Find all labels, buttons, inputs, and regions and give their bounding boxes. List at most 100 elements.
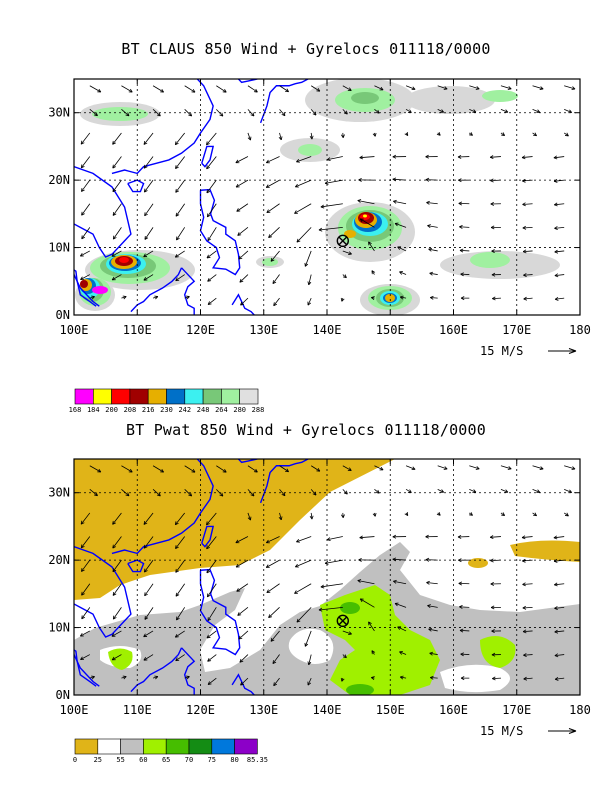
- wind-vector: [143, 536, 154, 549]
- wind-vector: [374, 465, 384, 471]
- coastline-segment: [74, 165, 132, 258]
- y-tick-label: 20N: [48, 173, 70, 187]
- panel-2-title: BT Pwat 850 Wind + Gyrelocs 011118/0000: [126, 421, 486, 439]
- wind-vector: [143, 156, 154, 169]
- wind-vector: [273, 677, 280, 687]
- wind-vector: [279, 85, 289, 93]
- wind-vector: [554, 226, 565, 230]
- wind-vector: [397, 626, 407, 632]
- wind-vector: [304, 630, 312, 647]
- wind-vector: [310, 85, 321, 92]
- wind-vector: [427, 604, 438, 609]
- colorbar-label: 80: [230, 756, 238, 764]
- x-tick-label: 110E: [123, 703, 152, 717]
- wind-vector: [523, 653, 533, 657]
- wind-vector: [207, 654, 217, 662]
- wind-vector: [152, 109, 161, 117]
- wind-vector: [500, 132, 506, 136]
- wind-vector: [307, 297, 312, 306]
- pwat-darkgreen-spot: [340, 602, 360, 614]
- coastline-segment: [259, 459, 309, 504]
- wind-vector: [523, 273, 533, 277]
- wind-vector: [175, 536, 186, 549]
- wind-vector: [564, 465, 576, 471]
- colorbar-swatch: [234, 738, 258, 755]
- pwat-gap-region: [288, 628, 334, 664]
- y-tick-label: 0N: [56, 308, 70, 322]
- wind-vector: [522, 582, 533, 587]
- wind-vector: [490, 178, 501, 183]
- wind-vector: [174, 630, 185, 638]
- wind-vector: [324, 559, 343, 565]
- wind-vector: [564, 488, 573, 494]
- gyre-location-marker: [336, 614, 350, 628]
- wind-vector: [239, 654, 249, 663]
- wind-vector: [459, 605, 470, 609]
- wind-vector: [429, 651, 438, 656]
- colorbar-label: 184: [87, 406, 100, 414]
- colorbar-swatch: [93, 388, 112, 405]
- wind-vector: [265, 559, 280, 568]
- wind-vector: [469, 85, 480, 90]
- wind-vector: [460, 272, 470, 277]
- wind-vector: [393, 199, 407, 205]
- wind-vector: [392, 534, 407, 539]
- wind-vector: [273, 297, 280, 307]
- wind-vector: [81, 179, 91, 192]
- wind-vector: [81, 203, 91, 216]
- wind-vector: [266, 583, 280, 594]
- wind-vector: [404, 512, 409, 516]
- wind-vector: [294, 583, 312, 594]
- colorbar-label: 168: [69, 406, 82, 414]
- pwat-green-region-2: [480, 636, 516, 668]
- wind-vector: [112, 512, 122, 525]
- colorbar-swatch: [202, 388, 222, 405]
- wind-vector: [492, 296, 501, 301]
- wind-vector: [81, 227, 91, 240]
- wind-vector: [278, 512, 283, 521]
- wind-vector: [341, 132, 345, 138]
- wind-vector: [310, 489, 317, 496]
- wind-vector: [143, 274, 154, 281]
- pwat-gap-region-2: [440, 664, 510, 693]
- wind-vector: [112, 607, 122, 620]
- wind-vector: [310, 465, 321, 472]
- wind-vector: [80, 536, 91, 549]
- wind-vector: [374, 489, 380, 494]
- colorbar-swatch: [166, 388, 186, 405]
- wind-vector: [240, 297, 249, 306]
- wind-vector: [247, 465, 258, 473]
- wind-vector: [405, 488, 412, 493]
- coastline-segment: [127, 179, 145, 193]
- pwat-darkgreen-spot-2: [346, 684, 374, 695]
- vector-ref-arrow: [548, 728, 577, 734]
- wind-vector: [342, 274, 347, 279]
- colorbar-label: 230: [160, 406, 173, 414]
- wind-vector: [144, 583, 154, 597]
- colorbar-label: 0: [73, 756, 77, 764]
- wind-vector: [437, 465, 448, 470]
- wind-vector: [309, 512, 314, 520]
- wind-vector: [184, 465, 196, 473]
- wind-vector: [272, 274, 280, 285]
- wind-vector: [278, 132, 283, 141]
- wind-vector: [238, 630, 249, 640]
- colorbar-label: 70: [185, 756, 193, 764]
- x-tick-label: 130E: [249, 703, 278, 717]
- wind-vector: [307, 274, 312, 286]
- coastline-segment: [111, 79, 214, 175]
- panel-1-axis-ticks: 100E 110E 120E 130E 140E 150E 160E 170E 180 0N 10N…: [48, 79, 591, 337]
- x-tick-label: 110E: [123, 323, 152, 337]
- gridlines: [74, 79, 580, 315]
- wind-vector: [554, 582, 565, 587]
- wind-vector: [371, 296, 375, 301]
- wind-vector: [112, 132, 122, 145]
- wind-vector: [326, 156, 343, 162]
- wind-vector: [341, 512, 345, 518]
- wind-vector: [152, 85, 165, 93]
- wind-vector: [174, 132, 186, 146]
- x-tick-label: 140E: [313, 703, 342, 717]
- wind-vector: [394, 602, 407, 608]
- colorbar-swatch: [74, 738, 99, 755]
- colorbar-swatch: [165, 738, 190, 755]
